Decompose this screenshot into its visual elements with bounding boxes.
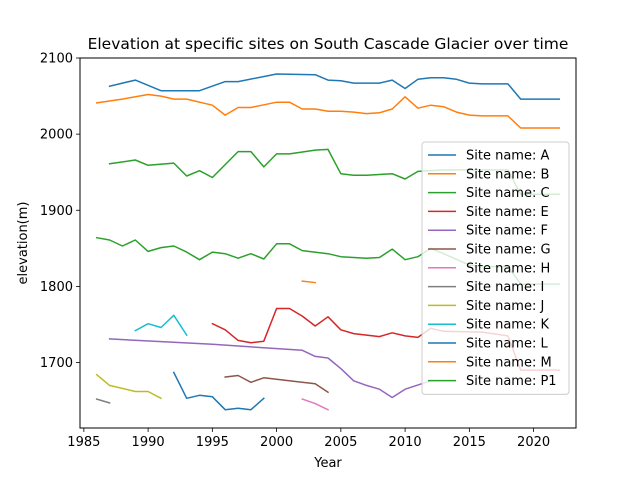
x-tick-label: 1990 bbox=[132, 435, 165, 450]
x-tick-label: 2020 bbox=[517, 435, 550, 450]
legend-label: Site name: M bbox=[466, 355, 552, 370]
y-axis: 1700 1800 1900 2000 2100 bbox=[40, 52, 80, 371]
series-line-k bbox=[134, 314, 188, 337]
y-tick-label: 2000 bbox=[40, 128, 73, 143]
legend-label: Site name: I bbox=[466, 280, 544, 295]
legend-label: Site name: F bbox=[466, 224, 548, 239]
y-axis-label: elevation(m) bbox=[16, 202, 31, 285]
y-tick-label: 1700 bbox=[40, 356, 73, 371]
legend: Site name: A Site name: B Site name: C Site… bbox=[421, 141, 570, 395]
x-tick-label: 1985 bbox=[67, 435, 100, 450]
legend-label: Site name: L bbox=[466, 337, 548, 352]
legend-label: Site name: K bbox=[466, 318, 549, 333]
legend-label: Site name: C bbox=[466, 186, 550, 201]
x-tick-label: 2005 bbox=[324, 435, 357, 450]
series-line-i bbox=[95, 398, 111, 404]
x-tick-label: 2010 bbox=[389, 435, 422, 450]
series-line-c bbox=[108, 148, 561, 196]
y-tick-label: 1800 bbox=[40, 280, 73, 295]
series-line-g bbox=[224, 374, 330, 394]
series-line-m bbox=[301, 280, 317, 284]
series-line-l bbox=[172, 371, 265, 411]
series-line-h bbox=[301, 398, 329, 411]
x-tick-label: 2015 bbox=[453, 435, 486, 450]
legend-label: Site name: E bbox=[466, 205, 549, 220]
legend-label: Site name: H bbox=[466, 261, 550, 276]
series-line-j bbox=[95, 373, 163, 400]
x-axis: 1985 1990 1995 2000 2005 2010 2015 2020 bbox=[67, 428, 550, 450]
legend-box bbox=[421, 141, 570, 395]
chart-title: Elevation at specific sites on South Cas… bbox=[88, 35, 569, 53]
legend-label: Site name: P1 bbox=[466, 374, 557, 389]
series-line-a bbox=[108, 73, 561, 100]
axes-frame bbox=[79, 57, 577, 429]
y-tick-label: 2100 bbox=[40, 52, 73, 67]
series-line-b bbox=[95, 93, 561, 129]
x-tick-label: 1995 bbox=[196, 435, 229, 450]
series-line-f bbox=[108, 338, 432, 399]
legend-label: Site name: B bbox=[466, 167, 549, 182]
legend-label: Site name: G bbox=[466, 243, 551, 258]
legend-label: Site name: A bbox=[466, 149, 549, 164]
legend-label: Site name: J bbox=[466, 299, 544, 314]
y-tick-label: 1900 bbox=[40, 204, 73, 219]
x-axis-label: Year bbox=[313, 456, 342, 471]
x-tick-label: 2000 bbox=[260, 435, 293, 450]
